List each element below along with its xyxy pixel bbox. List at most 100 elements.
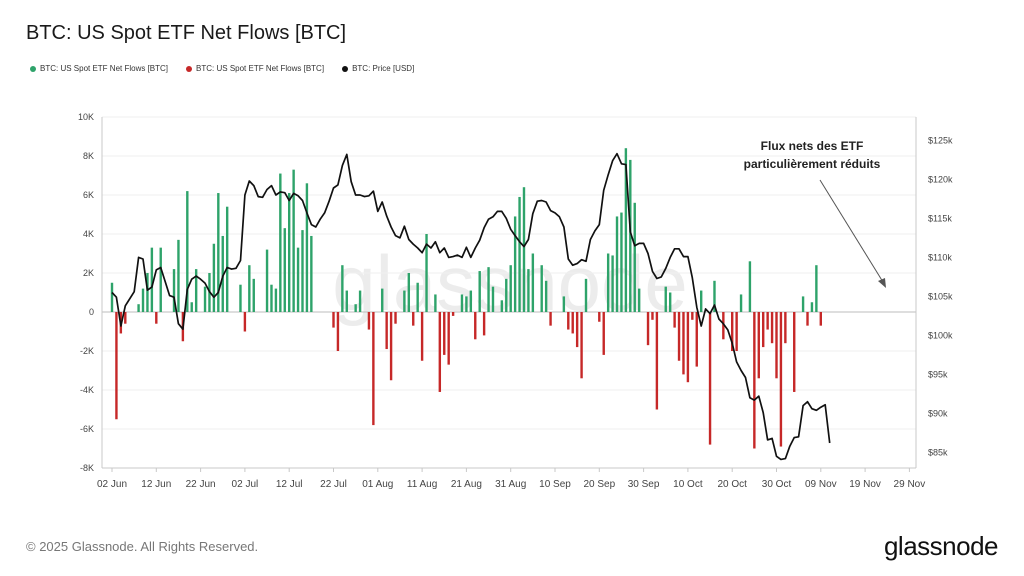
bar-inflow — [288, 193, 291, 312]
bar-inflow — [225, 206, 229, 312]
bar-outflow — [735, 312, 738, 351]
bar-outflow — [115, 312, 118, 420]
bar-inflow — [810, 302, 814, 312]
bar-inflow — [668, 292, 672, 312]
bar-inflow — [305, 183, 309, 312]
bar-inflow — [177, 239, 180, 312]
page-title: BTC: US Spot ETF Net Flows [BTC] — [26, 22, 347, 44]
bar-inflow — [407, 273, 411, 312]
bar-inflow — [270, 284, 273, 312]
bar-outflow — [655, 312, 659, 410]
bar-outflow — [722, 312, 725, 340]
x-tick-label: 11 Aug — [407, 479, 437, 490]
bar-inflow — [265, 249, 269, 312]
bar-inflow — [615, 216, 619, 312]
bar-inflow — [296, 247, 300, 312]
bar-outflow — [779, 312, 783, 447]
bar-inflow — [381, 288, 384, 312]
bar-inflow — [713, 280, 716, 312]
bar-inflow — [301, 230, 304, 312]
y-left-tick-label: -2K — [80, 346, 94, 356]
bar-outflow — [762, 312, 765, 348]
bar-inflow — [425, 234, 428, 312]
bar-outflow — [646, 312, 650, 346]
bar-outflow — [602, 312, 605, 355]
y-left-tick-label: 10K — [78, 112, 94, 122]
bar-inflow — [141, 288, 145, 312]
y-right-tick-label: $90k — [928, 408, 948, 418]
bar-inflow — [509, 265, 512, 312]
legend-label: BTC: Price [USD] — [352, 64, 415, 73]
bar-inflow — [633, 202, 636, 312]
bar-inflow — [248, 265, 251, 312]
bar-inflow — [500, 300, 504, 312]
bar-outflow — [372, 312, 375, 426]
bar-inflow — [469, 290, 473, 312]
bar-inflow — [748, 261, 752, 312]
brand-logo[interactable]: glassnode — [883, 531, 999, 561]
bar-inflow — [159, 247, 162, 312]
x-tick-label: 01 Aug — [362, 479, 393, 490]
bar-inflow — [358, 290, 362, 312]
x-tick-label: 12 Jul — [276, 479, 303, 490]
bar-inflow — [801, 296, 805, 312]
bar-outflow — [651, 312, 654, 320]
x-tick-label: 19 Nov — [849, 479, 881, 490]
y-right-tick-label: $95k — [928, 369, 948, 379]
y-left-tick-label: 4K — [83, 229, 94, 239]
legend-dot-green-icon — [30, 65, 36, 72]
bar-outflow — [757, 312, 760, 379]
bar-outflow — [367, 312, 371, 330]
y-left-tick-label: 2K — [83, 268, 94, 278]
bar-outflow — [155, 312, 158, 324]
bar-inflow — [252, 278, 255, 312]
bar-inflow — [478, 271, 481, 312]
y-right-tick-label: $115k — [928, 213, 952, 223]
bar-outflow — [412, 312, 415, 326]
bar-inflow — [513, 216, 517, 312]
legend-dot-red-icon — [186, 65, 193, 72]
legend-item-price[interactable]: BTC: Price [USD] — [342, 64, 414, 73]
bar-inflow — [279, 173, 282, 312]
bar-inflow — [518, 196, 521, 312]
bar-inflow — [403, 290, 406, 312]
y-right-tick-label: $120k — [928, 174, 953, 184]
bar-inflow — [544, 280, 548, 312]
bar-outflow — [673, 312, 676, 328]
y-left-tick-label: -6K — [80, 424, 94, 434]
bar-outflow — [598, 312, 601, 322]
bar-inflow — [416, 282, 419, 312]
bar-inflow — [739, 294, 743, 312]
bar-inflow — [434, 294, 437, 312]
bar-inflow — [637, 288, 641, 312]
bar-outflow — [443, 312, 446, 355]
bar-outflow — [243, 312, 247, 332]
annotation-line1: Flux nets des ETF — [761, 139, 864, 153]
bar-inflow — [815, 265, 818, 312]
y-right-tick-label: $125k — [928, 135, 953, 145]
bar-inflow — [611, 255, 614, 312]
x-tick-label: 20 Sep — [583, 479, 615, 490]
bar-inflow — [527, 269, 530, 312]
x-tick-label: 10 Sep — [539, 479, 571, 490]
legend-item-inflows[interactable]: BTC: US Spot ETF Net Flows [BTC] — [30, 64, 168, 73]
bar-outflow — [451, 312, 455, 316]
bar-inflow — [341, 265, 344, 312]
price-line — [111, 152, 831, 461]
y-right-tick-label: $100k — [928, 330, 953, 340]
bar-outflow — [567, 312, 570, 330]
x-tick-label: 31 Aug — [495, 479, 526, 490]
bar-outflow — [691, 312, 694, 320]
bar-inflow — [505, 278, 508, 312]
bar-inflow — [624, 148, 628, 312]
annotation-line2: particulièrement réduits — [744, 157, 881, 171]
legend-item-outflows[interactable]: BTC: US Spot ETF Net Flows [BTC] — [186, 64, 324, 73]
bar-outflow — [753, 312, 756, 449]
y-left-tick-label: -8K — [80, 463, 94, 473]
bar-outflow — [793, 312, 796, 392]
bar-inflow — [584, 278, 588, 312]
bar-inflow — [146, 273, 149, 312]
bar-inflow — [522, 187, 526, 312]
x-tick-label: 09 Nov — [805, 479, 837, 490]
